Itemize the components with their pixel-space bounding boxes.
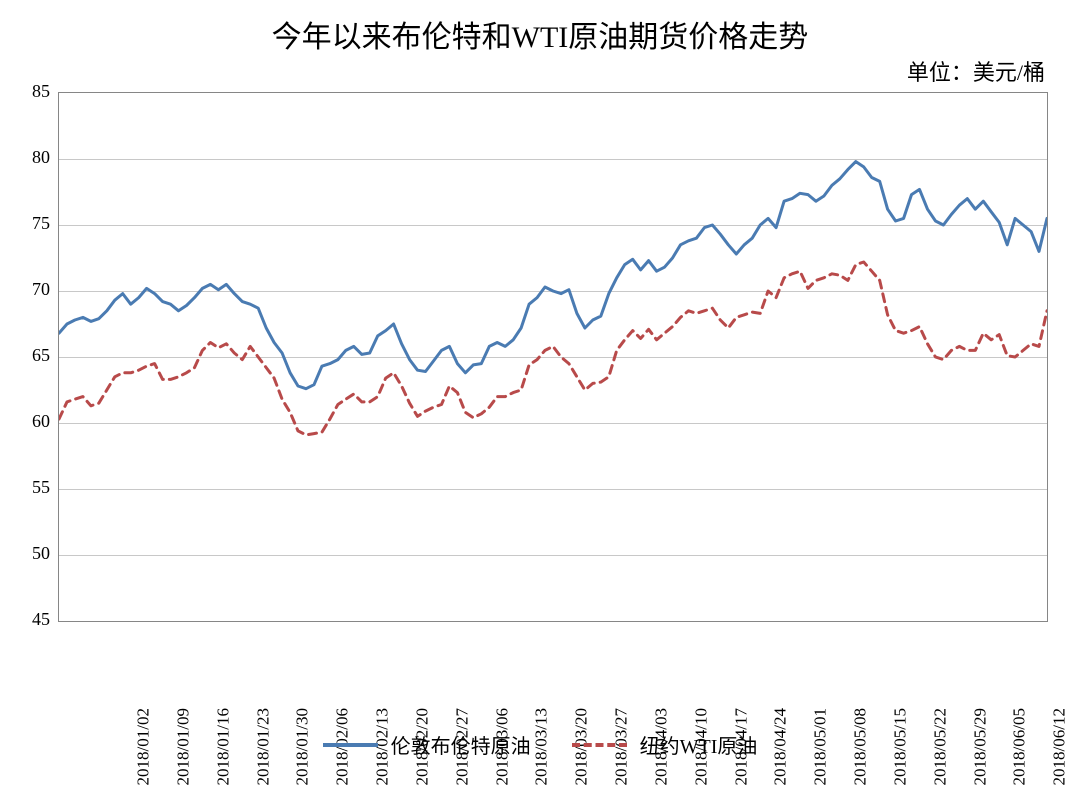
legend-swatch-wti [572,743,627,747]
series-line [59,162,1047,389]
unit-label: 单位：美元/桶 [907,55,1045,87]
legend: 伦敦布伦特原油 纽约WTI原油 [0,730,1080,759]
chart-svg [59,93,1047,621]
y-tick-label: 50 [10,543,50,564]
y-tick-label: 80 [10,147,50,168]
series-line [59,262,1047,435]
legend-item-brent: 伦敦布伦特原油 [323,730,531,759]
y-tick-label: 70 [10,279,50,300]
legend-label-brent: 伦敦布伦特原油 [391,736,531,758]
chart-title: 今年以来布伦特和WTI原油期货价格走势 [0,12,1080,56]
y-tick-label: 85 [10,81,50,102]
y-tick-label: 60 [10,411,50,432]
plot-area [58,92,1048,622]
legend-swatch-brent [323,743,378,747]
y-tick-label: 65 [10,345,50,366]
y-tick-label: 55 [10,477,50,498]
legend-item-wti: 纽约WTI原油 [572,730,758,759]
y-tick-label: 75 [10,213,50,234]
y-tick-label: 45 [10,609,50,630]
chart-container: 今年以来布伦特和WTI原油期货价格走势 单位：美元/桶 45 50 55 60 65 70… [0,0,1080,770]
legend-label-wti: 纽约WTI原油 [640,736,758,758]
